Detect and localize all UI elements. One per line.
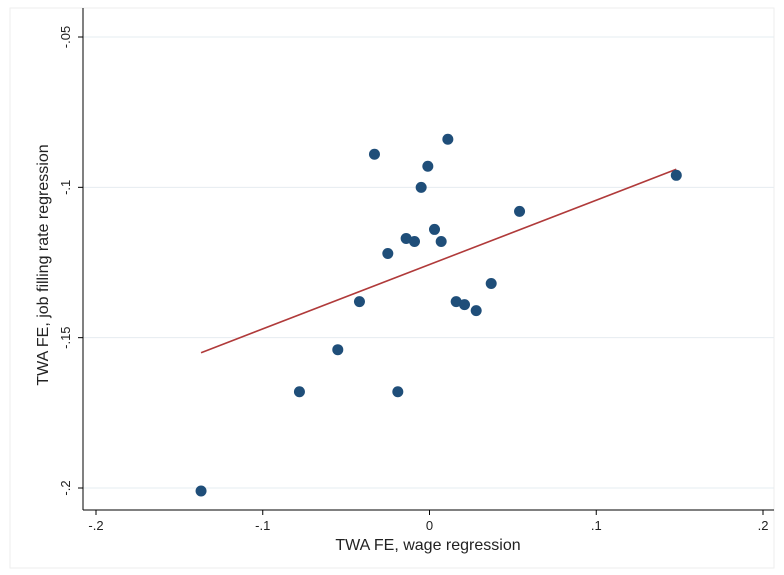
y-tick-label-3: -.2 [58,480,73,495]
x-tick-label-1: -.1 [255,518,270,533]
data-point-11 [429,223,441,235]
data-point-17 [485,278,497,290]
data-point-19 [670,169,682,181]
fit-line-layer [200,168,677,354]
data-points [195,133,682,497]
data-point-15 [459,299,471,311]
x-tick-label-3: .1 [591,518,602,533]
axes [82,8,774,511]
fitted-line [200,168,677,354]
data-point-2 [332,344,344,356]
data-point-8 [408,235,420,247]
data-point-18 [514,205,526,217]
data-point-13 [442,133,454,145]
x-tick-label-0: -.2 [88,518,103,533]
data-point-0 [195,485,207,497]
data-point-10 [422,160,434,172]
tick-marks: -.05 -.1 -.15 -.2 -.2 -.1 0 .1 .2 [58,26,768,533]
y-tick-label-2: -.15 [58,326,73,348]
data-point-14 [450,296,462,308]
y-tick-label-0: -.05 [58,26,73,48]
y-axis-title: TWA FE, job filling rate regression [35,144,52,385]
y-tick-label-1: -.1 [58,180,73,195]
data-point-7 [400,232,412,244]
data-point-9 [415,181,427,193]
data-point-5 [382,247,394,259]
outer-frame [9,7,775,569]
data-point-3 [353,296,365,308]
x-tick-label-2: 0 [426,518,433,533]
data-point-16 [470,305,482,317]
x-axis-title: TWA FE, wage regression [335,537,520,554]
data-point-1 [293,386,305,398]
data-point-6 [392,386,404,398]
data-point-12 [435,235,447,247]
x-tick-label-4: .2 [758,518,769,533]
data-point-4 [368,148,380,160]
